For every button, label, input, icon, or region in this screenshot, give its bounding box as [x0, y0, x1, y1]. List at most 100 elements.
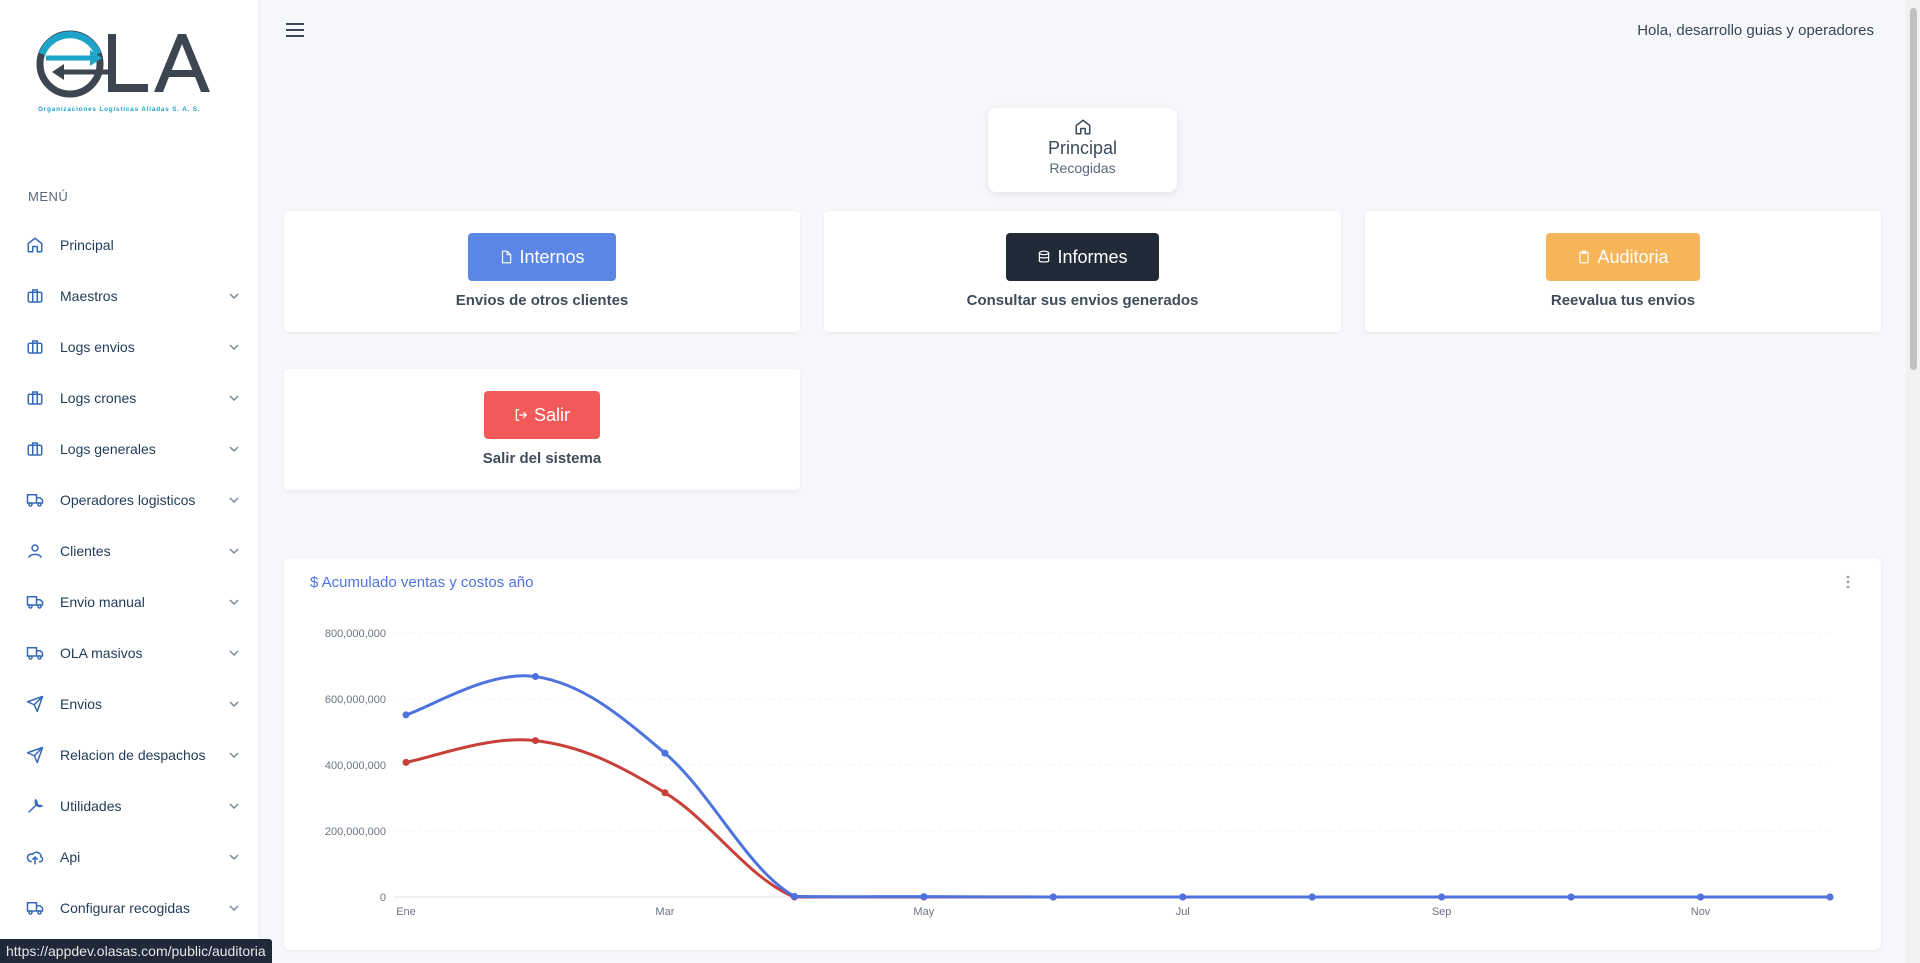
chevron-down-icon [228, 341, 240, 353]
file-icon [499, 250, 513, 264]
home-icon [26, 236, 44, 254]
chevron-down-icon [228, 443, 240, 455]
briefcase-icon [26, 287, 44, 305]
logout-icon [514, 408, 528, 422]
page-scrollbar[interactable] [1906, 0, 1920, 963]
auditoria-button[interactable]: Auditoria [1546, 233, 1700, 281]
line-chart: 0 200,000,000 400,000,000 600,000,000 800,00… [325, 628, 1834, 918]
sidebar-item-label: Principal [60, 236, 114, 253]
user-greeting[interactable]: Hola, desarrollo guias y operadores [1637, 22, 1874, 39]
principal-card: Principal Recogidas [988, 108, 1177, 192]
sidebar-item-ola-masivos[interactable]: OLA masivos [0, 627, 258, 678]
sidebar-item-label: OLA masivos [60, 644, 143, 661]
y-tick-label: 0 [380, 892, 386, 904]
chart-title: $ Acumulado ventas y costos año [310, 574, 534, 591]
y-tick-label: 600,000,000 [325, 694, 386, 706]
sidebar-item-logs-generales[interactable]: Logs generales [0, 423, 258, 474]
series-1-point [661, 789, 669, 797]
series-0-line [405, 674, 1830, 899]
salir-label: Salir [533, 404, 570, 425]
more-vertical-icon[interactable] [1845, 574, 1851, 590]
truck-icon [26, 644, 44, 662]
internos-description: Envios de otros clientes [455, 292, 629, 309]
sidebar-item-logs-crones[interactable]: Logs crones [0, 372, 258, 423]
principal-subtitle: Recogidas [1049, 160, 1116, 176]
x-tick-label: Jul [1176, 906, 1190, 918]
salir-description: Salir del sistema [482, 450, 602, 467]
x-tick-label: Mar [655, 906, 674, 918]
link-preview-statusbar: https://appdev.olasas.com/public/auditor… [0, 939, 272, 963]
series-0-point [1567, 893, 1575, 901]
scrollbar-thumb[interactable] [1910, 8, 1917, 370]
user-icon [26, 542, 44, 560]
sidebar-item-label: Clientes [60, 542, 111, 559]
x-tick-label: Sep [1432, 906, 1452, 918]
chevron-down-icon [228, 902, 240, 914]
sidebar-item-principal[interactable]: Principal [0, 219, 258, 270]
logo-subtitle: Organizaciones Logísticas Aliadas S. A. … [38, 106, 201, 113]
sidebar-item-label: Configurar recogidas [60, 899, 190, 916]
series-0-point [790, 892, 798, 900]
auditoria-description: Reevalua tus envios [1550, 292, 1696, 309]
sidebar-item-envio-manual[interactable]: Envio manual [0, 576, 258, 627]
auditoria-card: Auditoria Reevalua tus envios [1365, 211, 1881, 332]
chevron-down-icon [228, 545, 240, 557]
informes-label: Informes [1057, 246, 1128, 267]
sidebar: Organizaciones Logísticas Aliadas S. A. … [0, 0, 258, 963]
logo-graphic [36, 30, 210, 98]
sidebar-item-envios[interactable]: Envios [0, 678, 258, 729]
sidebar-item-operadores-logisticos[interactable]: Operadores logisticos [0, 474, 258, 525]
sidebar-item-configurar-recogidas[interactable]: Configurar recogidas [0, 882, 258, 933]
y-tick-label: 800,000,000 [325, 628, 386, 640]
series-0-point [1438, 893, 1446, 901]
sidebar-item-label: Logs envios [60, 338, 135, 355]
sidebar-item-label: Envios [60, 695, 103, 712]
sidebar-item-label: Maestros [60, 287, 118, 304]
series-0-point [661, 749, 669, 757]
chevron-down-icon [228, 647, 240, 659]
internos-button[interactable]: Internos [468, 233, 616, 281]
sidebar-item-relacion-de-despachos[interactable]: Relacion de despachos [0, 729, 258, 780]
series-1-point [402, 758, 410, 766]
sidebar-item-label: Relacion de despachos [60, 746, 206, 763]
clipboard-icon [1577, 250, 1591, 264]
x-tick-label: Ene [396, 906, 416, 918]
send-icon [26, 695, 44, 713]
hamburger-menu-icon[interactable] [286, 22, 304, 38]
salir-button[interactable]: Salir [484, 391, 600, 439]
upload-cloud-icon [26, 848, 44, 866]
internos-card: Internos Envios de otros clientes [284, 211, 800, 332]
sidebar-item-utilidades[interactable]: Utilidades [0, 780, 258, 831]
ola-logo[interactable]: Organizaciones Logísticas Aliadas S. A. … [34, 26, 224, 122]
chevron-down-icon [228, 851, 240, 863]
series-0-point [1697, 893, 1705, 901]
sidebar-menu: Principal Maestros Logs envios Logs crones L… [0, 219, 258, 933]
chevron-down-icon [228, 800, 240, 812]
sidebar-item-label: Envio manual [60, 593, 145, 610]
series-0-point [1308, 893, 1316, 901]
sidebar-item-logs-envios[interactable]: Logs envios [0, 321, 258, 372]
informes-description: Consultar sus envios generados [966, 292, 1199, 309]
database-icon [1037, 250, 1051, 264]
chevron-down-icon [228, 290, 240, 302]
chevron-down-icon [228, 698, 240, 710]
series-0-point [402, 711, 410, 719]
chevron-down-icon [228, 392, 240, 404]
informes-button[interactable]: Informes [1006, 233, 1159, 281]
chevron-down-icon [228, 749, 240, 761]
sidebar-item-clientes[interactable]: Clientes [0, 525, 258, 576]
x-tick-label: May [913, 906, 934, 918]
salir-card: Salir Salir del sistema [284, 369, 800, 490]
briefcase-icon [26, 338, 44, 356]
sidebar-item-label: Utilidades [60, 797, 122, 814]
series-0-point [1049, 893, 1057, 901]
home-icon [1075, 119, 1090, 135]
chevron-down-icon [228, 494, 240, 506]
series-0-point [920, 893, 928, 901]
sidebar-item-api[interactable]: Api [0, 831, 258, 882]
briefcase-icon [26, 440, 44, 458]
y-tick-label: 200,000,000 [325, 826, 386, 838]
wrench-icon [26, 797, 44, 815]
y-tick-label: 400,000,000 [325, 760, 386, 772]
sidebar-item-maestros[interactable]: Maestros [0, 270, 258, 321]
